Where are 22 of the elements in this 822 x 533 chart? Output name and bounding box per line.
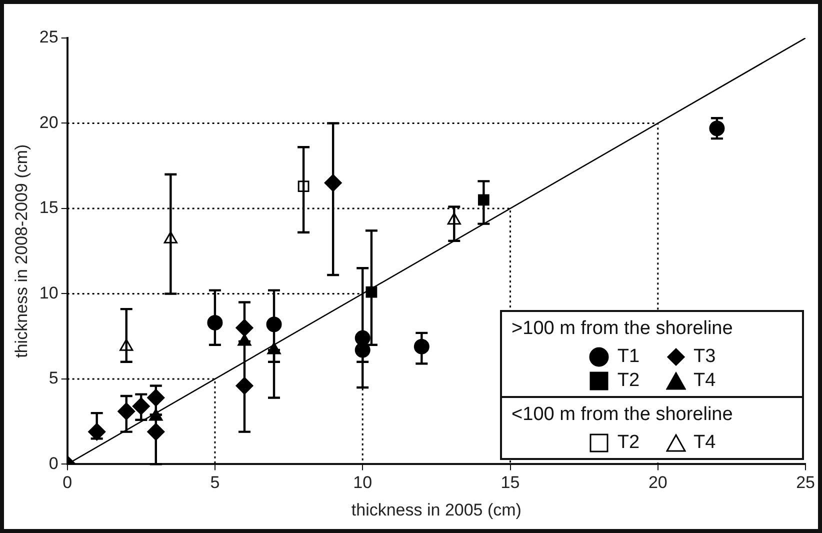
y-tick-label: 20: [39, 112, 58, 132]
y-tick-label: 5: [48, 368, 58, 388]
x-tick-label: 0: [62, 473, 72, 492]
legend-label: T1: [617, 346, 640, 368]
x-tick-label: 25: [796, 473, 816, 492]
y-tick-label: 25: [39, 28, 58, 47]
legend-label: T2: [617, 432, 640, 454]
y-axis-title: thickness in 2008-2009 (cm): [12, 144, 31, 358]
x-tick-label: 10: [353, 473, 372, 492]
annotation: >100 m from the shoreline: [512, 318, 734, 340]
x-tick-label: 5: [210, 473, 220, 492]
y-tick-label: 10: [39, 283, 58, 302]
legend-label: T4: [694, 432, 716, 454]
x-axis-title: thickness in 2005 (cm): [351, 500, 522, 520]
y-tick-label: 15: [39, 198, 58, 218]
y-tick-label: 0: [48, 454, 58, 473]
legend-label: T4: [694, 370, 716, 392]
x-tick-label: 20: [648, 473, 668, 492]
annotation: <100 m from the shoreline: [512, 404, 734, 426]
legend-label: T2: [617, 370, 640, 392]
legend-label: T3: [694, 346, 716, 368]
x-tick-label: 15: [500, 473, 520, 492]
